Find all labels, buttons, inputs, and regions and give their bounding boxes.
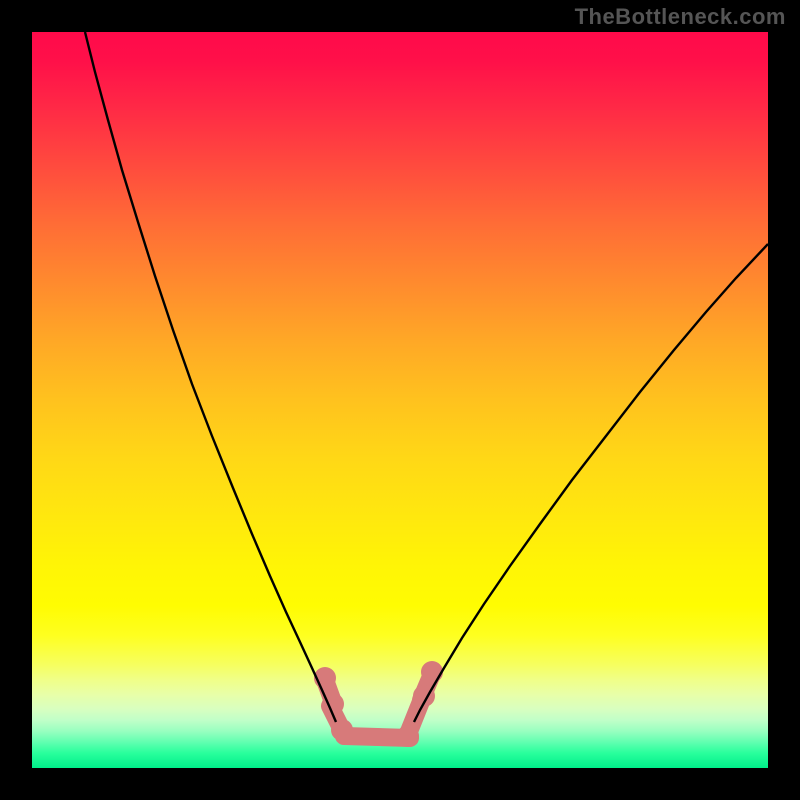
gradient-background (32, 32, 768, 768)
chart-frame: TheBottleneck.com (0, 0, 800, 800)
bottleneck-curve-chart (0, 0, 800, 800)
highlight-dot (331, 719, 353, 741)
highlight-dot (397, 725, 419, 747)
highlight-dot (421, 661, 443, 683)
